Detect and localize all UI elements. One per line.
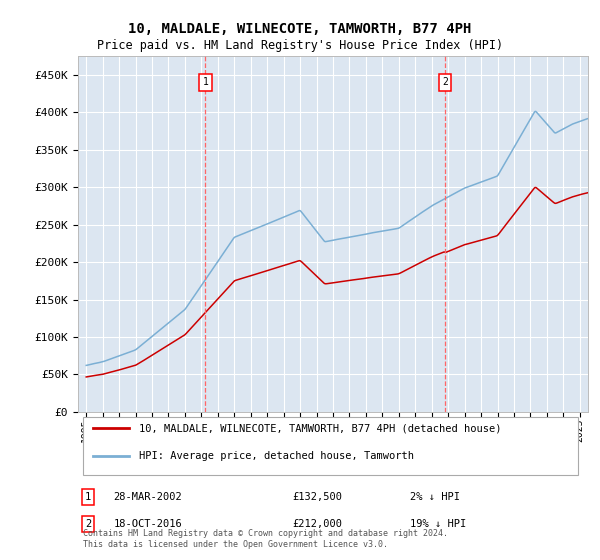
Text: 10, MALDALE, WILNECOTE, TAMWORTH, B77 4PH (detached house): 10, MALDALE, WILNECOTE, TAMWORTH, B77 4P… [139,423,502,433]
Text: 2: 2 [442,77,448,87]
Text: 1: 1 [85,492,91,502]
Text: 10, MALDALE, WILNECOTE, TAMWORTH, B77 4PH: 10, MALDALE, WILNECOTE, TAMWORTH, B77 4P… [128,22,472,36]
Text: 18-OCT-2016: 18-OCT-2016 [114,519,182,529]
Text: 1: 1 [202,77,208,87]
Text: Price paid vs. HM Land Registry's House Price Index (HPI): Price paid vs. HM Land Registry's House … [97,39,503,52]
FancyBboxPatch shape [83,417,578,475]
Text: £132,500: £132,500 [292,492,342,502]
Text: 19% ↓ HPI: 19% ↓ HPI [409,519,466,529]
Text: 2% ↓ HPI: 2% ↓ HPI [409,492,460,502]
Text: £212,000: £212,000 [292,519,342,529]
Text: Contains HM Land Registry data © Crown copyright and database right 2024.
This d: Contains HM Land Registry data © Crown c… [83,529,448,549]
Text: HPI: Average price, detached house, Tamworth: HPI: Average price, detached house, Tamw… [139,451,414,461]
Text: 28-MAR-2002: 28-MAR-2002 [114,492,182,502]
Text: 2: 2 [85,519,91,529]
